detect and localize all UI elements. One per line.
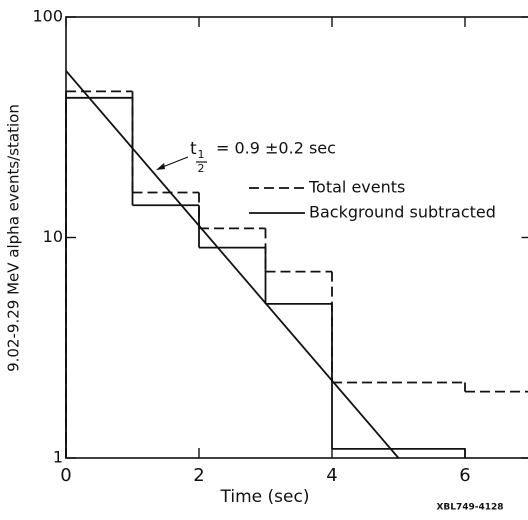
x-tick-label: 2 [193,465,204,486]
annotation-sub: 2 [198,162,205,175]
legend-label: Total events [308,178,405,197]
x-tick-label: 6 [459,465,470,486]
y-tick-label: 1 [53,448,63,467]
x-tick-label: 0 [60,465,71,486]
plot-frame [65,16,528,459]
annotation-symbol: t [190,139,197,159]
y-tick-label: 100 [32,7,63,26]
y-axis-label: 9.02-9.29 MeV alpha events/station [5,104,23,372]
arrow-head [156,163,165,170]
fit-line [65,70,400,459]
legend-label: Background subtracted [309,203,496,222]
annotation-text: = 0.9 ±0.2 sec [216,139,336,158]
x-axis-label: Time (sec) [220,487,310,507]
annotation-arrow [159,156,189,169]
credit: XBL749-4128 [436,503,503,513]
annotation-sub: 1 [198,148,205,161]
x-tick-label: 4 [326,465,337,486]
y-tick-label: 10 [43,227,63,246]
